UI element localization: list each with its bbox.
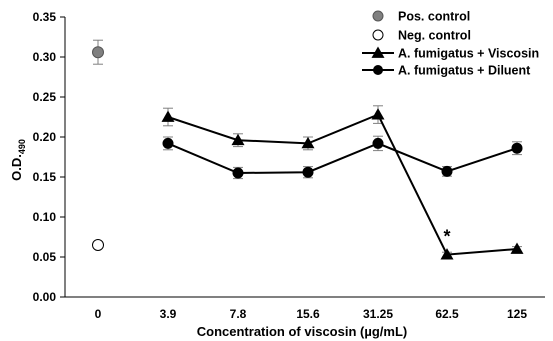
- x-tick-label: 15.6: [296, 307, 320, 321]
- series-line: [167, 113, 518, 256]
- legend-item: Pos. control: [372, 10, 470, 24]
- neg-control-point: [92, 239, 104, 251]
- series-viscosin: [161, 105, 524, 260]
- data-point-circle: [232, 167, 244, 179]
- pos-control-point: [92, 46, 104, 59]
- x-tick-label: 7.8: [230, 307, 247, 321]
- series-diluent: [162, 135, 523, 180]
- y-tick-label: 0.30: [33, 50, 57, 64]
- legend-item: A. fumigatus + Diluent: [362, 64, 531, 78]
- y-tick-label: 0.25: [33, 90, 57, 104]
- x-tick-label: 31.25: [363, 307, 393, 321]
- x-tick-label: 0: [95, 307, 102, 321]
- x-tick-label: 62.5: [435, 307, 459, 321]
- legend-label: Neg. control: [398, 29, 471, 43]
- x-tick-label: 3.9: [160, 307, 177, 321]
- legend-item: A. fumigatus + Viscosin: [362, 46, 539, 61]
- legend-marker: [372, 10, 384, 22]
- legend-marker: [373, 65, 383, 75]
- x-axis-label: Concentration of viscosin (µg/mL): [197, 324, 407, 339]
- data-point-triangle: [161, 110, 175, 122]
- control-point-group: [92, 39, 104, 65]
- y-tick-label: 0.10: [33, 210, 57, 224]
- data-point-triangle: [301, 136, 315, 149]
- data-point-circle: [511, 142, 523, 154]
- data-point-triangle: [231, 133, 245, 146]
- y-axis-label-subscript: 490: [17, 139, 27, 154]
- data-point-circle: [372, 137, 384, 149]
- legend-label: A. fumigatus + Diluent: [398, 64, 531, 78]
- y-tick-label: 0.20: [33, 130, 57, 144]
- data-point-circle: [162, 137, 174, 149]
- y-tick-label: 0.00: [33, 290, 57, 304]
- legend-label: Pos. control: [398, 10, 470, 24]
- y-axis-ticks: 0.00 0.05 0.10 0.15 0.20 0.25 0.30 0.35: [33, 10, 65, 304]
- data-point-circle: [302, 166, 314, 178]
- data-point-triangle: [510, 242, 524, 254]
- series-line: [167, 142, 518, 175]
- x-axis-ticks: 0 3.9 7.8 15.6 31.25 62.5 125: [95, 307, 528, 321]
- legend-label: A. fumigatus + Viscosin: [398, 47, 539, 61]
- y-axis-label: O.D.490: [9, 139, 27, 181]
- x-tick-label: 125: [507, 307, 527, 321]
- legend-marker: [371, 46, 385, 58]
- data-point-circle: [441, 165, 453, 177]
- y-tick-label: 0.15: [33, 170, 57, 184]
- legend-marker: [372, 29, 384, 41]
- legend-item: Neg. control: [372, 29, 471, 43]
- data-point-triangle: [371, 108, 385, 120]
- y-axis-label-main: O.D.: [9, 154, 24, 181]
- series-layer: *: [92, 39, 524, 260]
- data-point-triangle: [440, 248, 454, 260]
- control-point-group: [92, 239, 104, 251]
- y-tick-label: 0.05: [33, 250, 57, 264]
- legend: Pos. control Neg. control A. fumigatus + V…: [362, 10, 539, 78]
- y-tick-label: 0.35: [33, 10, 57, 24]
- significance-asterisk: *: [443, 227, 450, 247]
